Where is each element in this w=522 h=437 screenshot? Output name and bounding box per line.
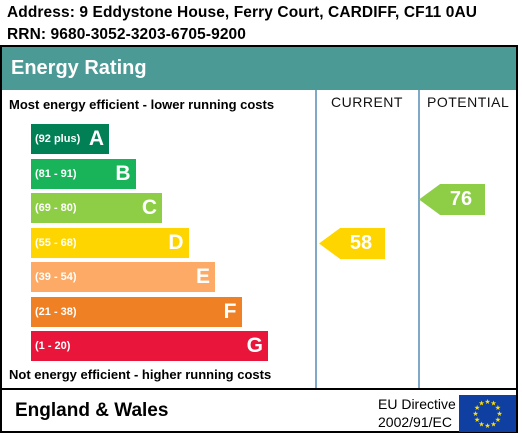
band-a: (92 plus) A xyxy=(31,124,109,154)
region-label: England & Wales xyxy=(15,400,169,421)
eu-directive-line1: EU Directive xyxy=(378,396,456,412)
star-icon: ★ xyxy=(472,410,478,418)
band-range: (21 - 38) xyxy=(35,305,77,318)
star-icon: ★ xyxy=(484,422,490,430)
potential-rating-arrow: 76 xyxy=(419,184,485,215)
potential-rating-value: 76 xyxy=(449,188,473,210)
rrn-line: RRN: 9680-3052-3203-6705-9200 xyxy=(7,26,247,43)
band-d: (55 - 68) D xyxy=(31,227,189,258)
least-efficient-note: Not energy efficient - higher running co… xyxy=(9,367,272,382)
band-range: (55 - 68) xyxy=(35,236,77,249)
eu-flag-icon: ★ ★ ★ ★ ★ ★ ★ ★ ★ ★ ★ ★ xyxy=(459,395,516,432)
eu-directive-line2: 2002/91/EC xyxy=(378,414,452,430)
band-g: (1 - 20) G xyxy=(31,331,268,361)
most-efficient-note: Most energy efficient - lower running co… xyxy=(9,97,275,112)
star-icon: ★ xyxy=(474,416,480,424)
address-line: Address: 9 Eddystone House, Ferry Court,… xyxy=(7,4,478,21)
star-icon: ★ xyxy=(478,400,484,408)
star-icon: ★ xyxy=(490,420,496,428)
address-block: Address: 9 Eddystone House, Ferry Court,… xyxy=(7,2,477,46)
band-f: (21 - 38) F xyxy=(31,296,242,327)
band-letter: C xyxy=(141,196,157,219)
energy-rating-panel: Energy Rating CURRENT POTENTIAL Most ene… xyxy=(0,45,518,433)
eu-directive: EU Directive 2002/91/EC xyxy=(378,395,456,431)
star-icon: ★ xyxy=(490,400,496,408)
band-range: (92 plus) xyxy=(35,133,81,145)
star-icon: ★ xyxy=(496,410,502,418)
current-rating-value: 58 xyxy=(349,232,373,254)
current-column-header: CURRENT xyxy=(331,94,403,110)
star-icon: ★ xyxy=(495,416,501,424)
band-letter: D xyxy=(168,230,184,254)
band-range: (69 - 80) xyxy=(35,202,77,214)
band-letter: A xyxy=(88,127,104,150)
band-c: (69 - 80) C xyxy=(31,193,162,223)
current-rating-arrow: 58 xyxy=(319,228,385,259)
band-range: (39 - 54) xyxy=(35,271,77,283)
band-e: (39 - 54) E xyxy=(31,262,215,292)
footer-divider xyxy=(2,388,516,390)
band-letter: G xyxy=(246,334,263,357)
band-b: (81 - 91) B xyxy=(31,158,136,189)
band-range: (81 - 91) xyxy=(35,167,77,180)
band-letter: F xyxy=(223,299,237,323)
star-icon: ★ xyxy=(495,404,501,412)
star-icon: ★ xyxy=(474,404,480,412)
band-letter: E xyxy=(195,265,210,288)
band-letter: B xyxy=(115,161,131,185)
column-divider-right xyxy=(418,90,420,388)
star-icon: ★ xyxy=(478,420,484,428)
potential-column-header: POTENTIAL xyxy=(427,94,510,110)
panel-title: Energy Rating xyxy=(2,47,516,90)
band-range: (1 - 20) xyxy=(35,340,71,352)
star-icon: ★ xyxy=(484,398,490,406)
column-divider-left xyxy=(315,90,317,388)
